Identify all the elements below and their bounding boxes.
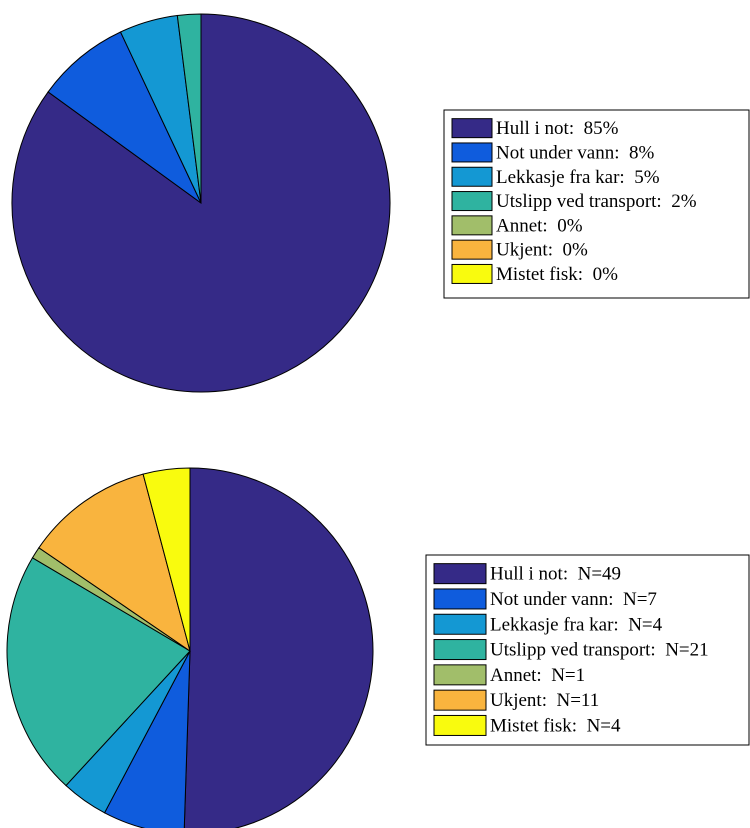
- legend-label-lekkasje-fra-kar: Lekkasje fra kar: 5%: [496, 167, 660, 188]
- legend-swatch-annet: [451, 215, 493, 236]
- legend-swatch-not-under-vann: [451, 142, 493, 163]
- legend-swatch-ukjent: [451, 239, 493, 260]
- pie-slice-ukjent: [38, 473, 191, 653]
- pie-slice-mistet-fisk: [142, 467, 191, 652]
- pie-slice-hull-i-not: [183, 467, 374, 828]
- pie-slice-not-under-vann: [47, 31, 202, 204]
- pie-slice-utslipp-ved-transport: [6, 557, 191, 787]
- legend-label-not-under-vann: Not under vann: 8%: [496, 142, 654, 163]
- legend-label-hull-i-not: Hull i not: 85%: [496, 118, 619, 139]
- legend-swatch-lekkasje-fra-kar: [433, 613, 487, 635]
- legend-swatch-hull-i-not: [433, 563, 487, 585]
- legend-label-hull-i-not: Hull i not: N=49: [490, 564, 621, 585]
- legend-label-annet: Annet: N=1: [490, 665, 585, 686]
- pie-chart-percent: [11, 13, 391, 393]
- legend-label-lekkasje-fra-kar: Lekkasje fra kar: N=4: [490, 614, 663, 635]
- legend-swatch-ukjent: [433, 689, 487, 711]
- legend-label-ukjent: Ukjent: 0%: [496, 240, 588, 261]
- legend-box: [443, 109, 750, 299]
- legend-swatch-mistet-fisk: [451, 263, 493, 284]
- legend-label-utslipp-ved-transport: Utslipp ved transport: N=21: [490, 640, 709, 661]
- pie-chart-count: [6, 467, 374, 828]
- legend-swatch-not-under-vann: [433, 588, 487, 610]
- legend-swatch-hull-i-not: [451, 118, 493, 139]
- legend-swatch-annet: [433, 664, 487, 686]
- legend-swatch-utslipp-ved-transport: [433, 639, 487, 661]
- legend-count: Hull i not: N=49 Not under vann: N=7 Lekka…: [425, 554, 750, 746]
- legend-label-annet: Annet: 0%: [496, 215, 583, 236]
- legend-label-utslipp-ved-transport: Utslipp ved transport: 2%: [496, 191, 697, 212]
- pie-slice-utslipp-ved-transport: [176, 13, 202, 204]
- legend-swatch-mistet-fisk: [433, 714, 487, 736]
- legend-percent: Hull i not: 85% Not under vann: 8% Lekkasj…: [443, 109, 750, 299]
- legend-swatch-utslipp-ved-transport: [451, 191, 493, 212]
- legend-label-ukjent: Ukjent: N=11: [490, 690, 599, 711]
- legend-label-not-under-vann: Not under vann: N=7: [490, 589, 657, 610]
- legend-label-mistet-fisk: Mistet fisk: N=4: [490, 715, 621, 736]
- legend-swatch-lekkasje-fra-kar: [451, 166, 493, 187]
- legend-label-mistet-fisk: Mistet fisk: 0%: [496, 264, 618, 285]
